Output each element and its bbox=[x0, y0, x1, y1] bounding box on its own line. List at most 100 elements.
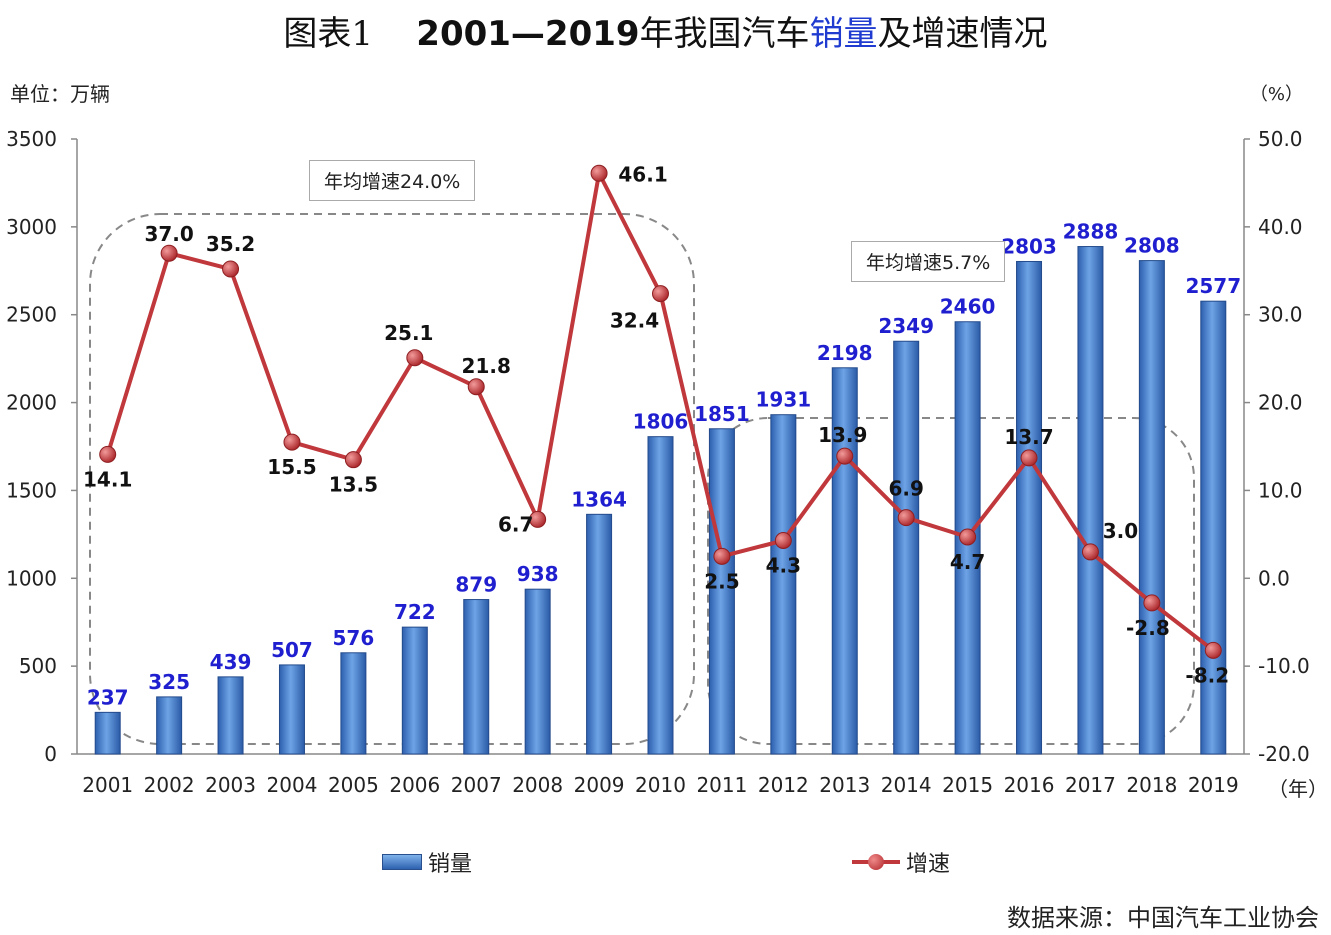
left-tick-label: 500 bbox=[19, 654, 57, 678]
legend-bar-swatch bbox=[382, 854, 422, 870]
sales-value-label: 2198 bbox=[817, 341, 873, 365]
growth-value-label: -8.2 bbox=[1185, 663, 1229, 687]
sales-value-label: 2349 bbox=[878, 314, 934, 338]
right-tick-label: 20.0 bbox=[1258, 391, 1303, 415]
growth-point bbox=[1082, 544, 1098, 560]
sales-value-label: 879 bbox=[455, 573, 497, 597]
left-tick-label: 3500 bbox=[6, 127, 57, 151]
growth-value-label: 4.7 bbox=[950, 550, 985, 574]
growth-point bbox=[591, 165, 607, 181]
growth-point bbox=[653, 286, 669, 302]
growth-value-label: 32.4 bbox=[610, 309, 659, 333]
growth-value-label: 35.2 bbox=[206, 232, 255, 256]
x-tick-label: 2002 bbox=[144, 773, 195, 797]
growth-value-label: 2.5 bbox=[704, 569, 739, 593]
sales-value-label: 1806 bbox=[633, 410, 689, 434]
x-tick-label: 2005 bbox=[328, 773, 379, 797]
growth-point bbox=[1205, 642, 1221, 658]
sales-bar bbox=[1017, 261, 1042, 754]
growth-value-label: 3.0 bbox=[1103, 519, 1138, 543]
data-source: 数据来源：中国汽车工业协会 bbox=[1007, 898, 1319, 933]
sales-bar bbox=[95, 712, 120, 754]
growth-value-label: 4.3 bbox=[766, 554, 801, 578]
sales-value-label: 1931 bbox=[756, 388, 812, 412]
right-tick-label: 10.0 bbox=[1258, 478, 1303, 502]
sales-value-label: 237 bbox=[87, 685, 129, 709]
left-tick-label: 2500 bbox=[6, 303, 57, 327]
right-tick-label: 0.0 bbox=[1258, 566, 1290, 590]
right-tick-label: 50.0 bbox=[1258, 127, 1303, 151]
growth-point bbox=[223, 261, 239, 277]
sales-value-label: 2460 bbox=[940, 295, 996, 319]
left-tick-label: 0 bbox=[44, 742, 57, 766]
x-tick-label: 2017 bbox=[1065, 773, 1116, 797]
x-tick-label: 2018 bbox=[1126, 773, 1177, 797]
growth-value-label: 13.5 bbox=[329, 473, 378, 497]
sales-bar bbox=[218, 677, 243, 754]
x-tick-label: 2019 bbox=[1188, 773, 1239, 797]
x-axis-unit: （年） bbox=[1268, 773, 1328, 802]
growth-point bbox=[345, 452, 361, 468]
sales-bar bbox=[279, 665, 304, 754]
legend-line-swatch bbox=[852, 853, 900, 871]
growth-value-label: 15.5 bbox=[267, 455, 316, 479]
x-tick-label: 2008 bbox=[512, 773, 563, 797]
growth-point bbox=[714, 548, 730, 564]
legend-item-sales: 销量 bbox=[382, 846, 472, 878]
right-tick-label: -20.0 bbox=[1258, 742, 1310, 766]
sales-bar bbox=[157, 697, 182, 754]
growth-point bbox=[161, 245, 177, 261]
growth-value-label: 46.1 bbox=[618, 162, 667, 186]
sales-bar bbox=[1078, 247, 1103, 754]
sales-value-label: 1364 bbox=[571, 487, 627, 511]
sales-value-label: 722 bbox=[394, 600, 436, 624]
sales-value-label: 576 bbox=[333, 626, 375, 650]
left-tick-label: 1000 bbox=[6, 566, 57, 590]
growth-point bbox=[1144, 595, 1160, 611]
growth-point bbox=[898, 510, 914, 526]
left-tick-label: 1500 bbox=[6, 478, 57, 502]
growth-point bbox=[284, 434, 300, 450]
growth-point bbox=[1021, 450, 1037, 466]
x-tick-label: 2013 bbox=[819, 773, 870, 797]
growth-value-label: 13.7 bbox=[1004, 425, 1053, 449]
growth-point bbox=[837, 448, 853, 464]
x-tick-label: 2004 bbox=[267, 773, 318, 797]
right-tick-label: 40.0 bbox=[1258, 215, 1303, 239]
sales-value-label: 1851 bbox=[694, 402, 750, 426]
sales-value-label: 2808 bbox=[1124, 234, 1180, 258]
left-tick-label: 2000 bbox=[6, 391, 57, 415]
x-tick-label: 2012 bbox=[758, 773, 809, 797]
x-tick-label: 2010 bbox=[635, 773, 686, 797]
growth-value-label: 6.9 bbox=[888, 477, 923, 501]
growth-value-label: 13.9 bbox=[818, 423, 867, 447]
annotation-avg-growth-2: 年均增速5.7% bbox=[851, 241, 1005, 282]
growth-value-label: 14.1 bbox=[83, 467, 132, 491]
x-tick-label: 2007 bbox=[451, 773, 502, 797]
growth-point bbox=[775, 533, 791, 549]
legend-sales-label: 销量 bbox=[428, 846, 472, 878]
sales-bar bbox=[341, 653, 366, 754]
sales-bar bbox=[648, 437, 673, 754]
right-tick-label: -10.0 bbox=[1258, 654, 1310, 678]
sales-bar bbox=[587, 514, 612, 754]
sales-bar bbox=[894, 341, 919, 754]
growth-value-label: 25.1 bbox=[384, 321, 433, 345]
sales-bar bbox=[402, 627, 427, 754]
sales-value-label: 325 bbox=[148, 670, 190, 694]
sales-value-label: 2577 bbox=[1185, 274, 1241, 298]
right-tick-label: 30.0 bbox=[1258, 303, 1303, 327]
growth-point bbox=[468, 379, 484, 395]
sales-value-label: 938 bbox=[517, 562, 559, 586]
growth-point bbox=[960, 529, 976, 545]
x-tick-label: 2015 bbox=[942, 773, 993, 797]
growth-point bbox=[407, 350, 423, 366]
annotation-avg-growth-1: 年均增速24.0% bbox=[309, 160, 475, 201]
growth-value-label: 37.0 bbox=[144, 222, 193, 246]
x-tick-label: 2011 bbox=[696, 773, 747, 797]
growth-value-label: 6.7 bbox=[498, 512, 533, 536]
sales-value-label: 2803 bbox=[1001, 234, 1057, 258]
x-tick-label: 2006 bbox=[389, 773, 440, 797]
x-tick-label: 2003 bbox=[205, 773, 256, 797]
left-tick-label: 3000 bbox=[6, 215, 57, 239]
